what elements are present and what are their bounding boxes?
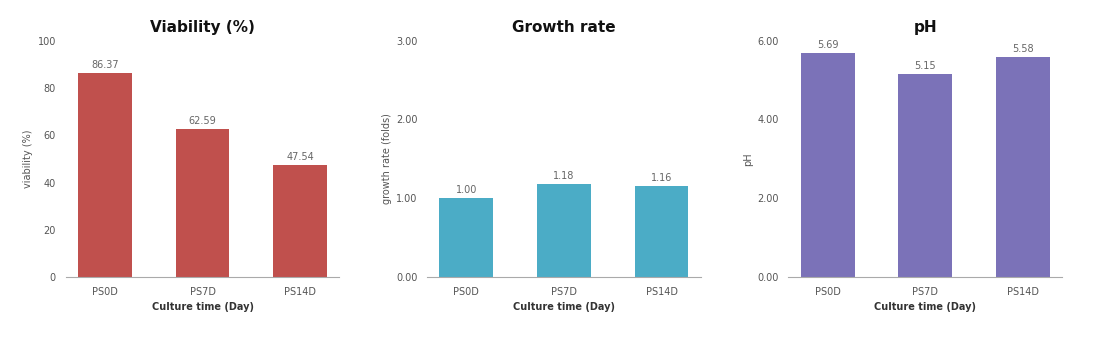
Text: 5.15: 5.15 — [914, 61, 936, 71]
Text: 1.16: 1.16 — [650, 173, 672, 183]
Y-axis label: viability (%): viability (%) — [23, 129, 34, 188]
Bar — [996, 57, 1050, 277]
Bar — [274, 165, 327, 277]
Title: Growth rate: Growth rate — [512, 20, 615, 35]
X-axis label: Culture time (Day): Culture time (Day) — [151, 303, 254, 312]
Text: 1.18: 1.18 — [553, 171, 575, 181]
Text: 5.69: 5.69 — [817, 40, 839, 50]
Bar — [439, 198, 493, 277]
Bar — [898, 74, 953, 277]
Text: 62.59: 62.59 — [188, 116, 217, 126]
Text: 1.00: 1.00 — [456, 186, 477, 195]
X-axis label: Culture time (Day): Culture time (Day) — [874, 303, 977, 312]
Text: 86.37: 86.37 — [91, 60, 118, 70]
X-axis label: Culture time (Day): Culture time (Day) — [512, 303, 615, 312]
Bar — [175, 129, 230, 277]
Bar — [78, 73, 131, 277]
Y-axis label: pH: pH — [744, 152, 753, 166]
Bar — [800, 53, 854, 277]
Y-axis label: growth rate (folds): growth rate (folds) — [382, 114, 392, 204]
Text: 5.58: 5.58 — [1012, 44, 1034, 54]
Bar — [635, 186, 689, 277]
Bar — [537, 184, 591, 277]
Text: 47.54: 47.54 — [286, 152, 314, 162]
Title: pH: pH — [913, 20, 937, 35]
Title: Viability (%): Viability (%) — [150, 20, 255, 35]
